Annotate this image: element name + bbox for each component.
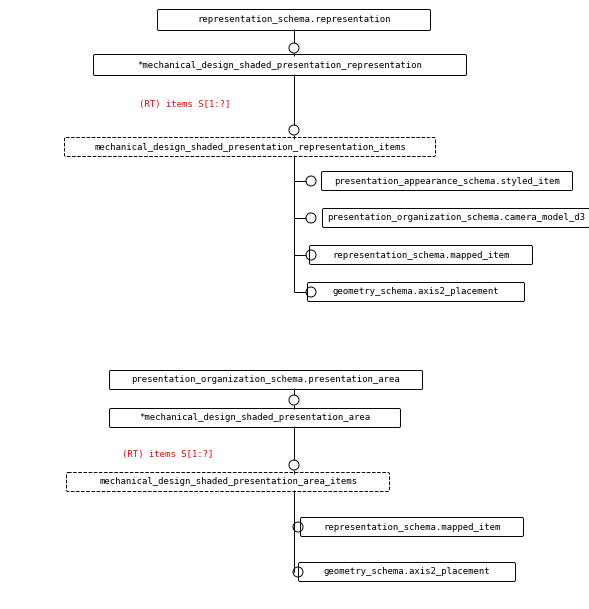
FancyBboxPatch shape [67, 473, 389, 491]
Text: (RT) items S[1:?]: (RT) items S[1:?] [123, 451, 214, 460]
FancyBboxPatch shape [157, 10, 431, 30]
FancyBboxPatch shape [110, 370, 422, 390]
Text: (RT) items S[1:?]: (RT) items S[1:?] [140, 100, 231, 110]
FancyBboxPatch shape [299, 563, 515, 582]
Text: geometry_schema.axis2_placement: geometry_schema.axis2_placement [333, 287, 499, 297]
FancyBboxPatch shape [322, 172, 573, 191]
Text: presentation_appearance_schema.styled_item: presentation_appearance_schema.styled_it… [334, 177, 560, 186]
Text: representation_schema.mapped_item: representation_schema.mapped_item [332, 250, 509, 259]
FancyBboxPatch shape [110, 409, 401, 428]
FancyBboxPatch shape [300, 518, 524, 537]
Text: presentation_organization_schema.camera_model_d3: presentation_organization_schema.camera_… [327, 214, 585, 222]
Text: *mechanical_design_shaded_presentation_representation: *mechanical_design_shaded_presentation_r… [138, 60, 422, 69]
FancyBboxPatch shape [65, 138, 435, 157]
Text: geometry_schema.axis2_placement: geometry_schema.axis2_placement [324, 568, 490, 577]
FancyBboxPatch shape [307, 283, 524, 301]
Text: presentation_organization_schema.presentation_area: presentation_organization_schema.present… [131, 376, 401, 384]
FancyBboxPatch shape [94, 54, 466, 76]
Text: mechanical_design_shaded_presentation_representation_items: mechanical_design_shaded_presentation_re… [94, 143, 406, 152]
Text: mechanical_design_shaded_presentation_area_items: mechanical_design_shaded_presentation_ar… [99, 477, 357, 487]
Text: *mechanical_design_shaded_presentation_area: *mechanical_design_shaded_presentation_a… [140, 414, 370, 423]
Text: representation_schema.mapped_item: representation_schema.mapped_item [323, 523, 501, 532]
FancyBboxPatch shape [323, 208, 589, 228]
Text: representation_schema.representation: representation_schema.representation [197, 15, 391, 24]
FancyBboxPatch shape [309, 245, 532, 264]
